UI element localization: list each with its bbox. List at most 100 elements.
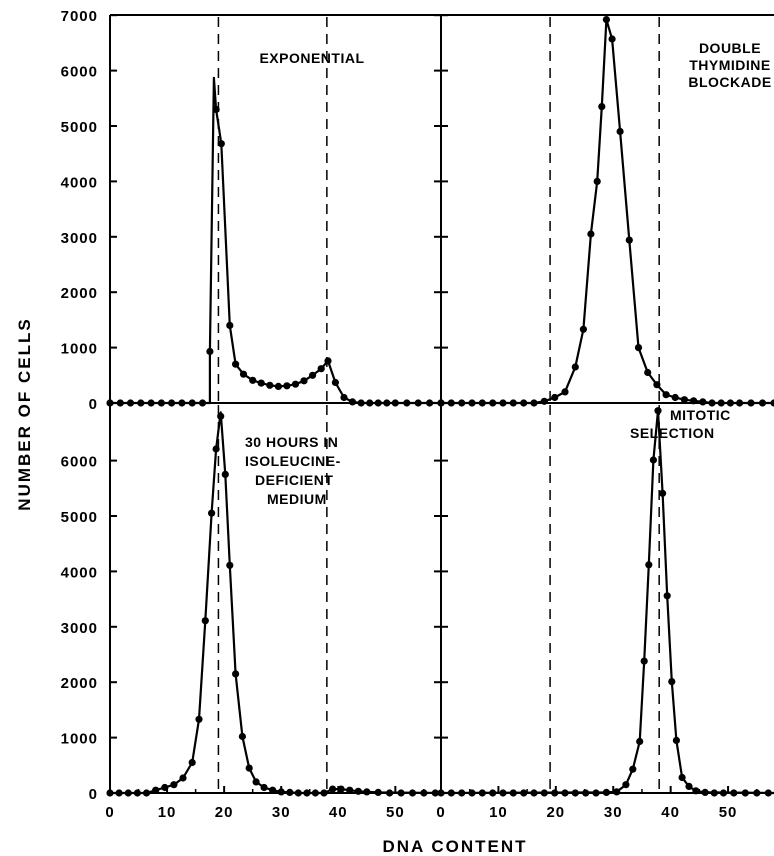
- x-tick-label: 20: [215, 804, 234, 821]
- panel-label-mitotic: MITOTIC SELECTION: [630, 407, 731, 441]
- data-point: [726, 399, 735, 407]
- data-point: [593, 177, 601, 185]
- data-point: [274, 382, 282, 390]
- x-tick-label: 20: [546, 804, 565, 821]
- data-point: [747, 399, 755, 407]
- data-point: [124, 789, 132, 797]
- series-curve: [110, 76, 441, 405]
- y-tick-label: 4000: [61, 174, 98, 191]
- data-point: [685, 782, 693, 791]
- data-point: [226, 321, 234, 329]
- data-point: [649, 456, 658, 464]
- data-point: [212, 105, 220, 113]
- data-point: [770, 399, 774, 407]
- data-point: [741, 789, 749, 797]
- data-point: [653, 381, 661, 389]
- data-point: [179, 774, 187, 782]
- data-point: [217, 140, 225, 148]
- x-tick-label: 10: [489, 804, 508, 821]
- y-axis-title: NUMBER OF CELLS: [15, 317, 34, 510]
- panel-label-double-thymidine: DOUBLE THYMIDINE BLOCKADE: [688, 40, 771, 90]
- data-point: [277, 788, 285, 796]
- series-curve: [110, 411, 442, 795]
- data-point: [672, 736, 681, 745]
- data-point: [431, 789, 439, 797]
- data-point: [602, 16, 611, 24]
- data-point: [478, 399, 486, 407]
- data-point: [489, 789, 497, 797]
- data-point: [509, 399, 517, 407]
- panel-mitotic: [437, 405, 774, 797]
- data-point: [320, 789, 328, 797]
- data-point: [170, 781, 178, 789]
- data-point: [168, 399, 176, 407]
- data-point: [668, 678, 676, 686]
- x-tick-label: 40: [329, 804, 348, 821]
- data-point: [587, 230, 595, 238]
- y-tick-label: 5000: [61, 509, 98, 526]
- panel-label-line: SELECTION: [630, 425, 715, 441]
- data-point: [232, 670, 240, 678]
- data-point: [561, 388, 569, 396]
- data-point: [249, 376, 257, 384]
- data-point: [147, 399, 155, 407]
- data-point: [161, 783, 169, 792]
- data-point: [420, 789, 428, 797]
- y-tick-label: 1000: [61, 341, 98, 358]
- data-point: [592, 789, 600, 797]
- y-tick-label: 0: [89, 396, 98, 413]
- data-point: [447, 789, 455, 797]
- data-point: [201, 617, 209, 625]
- data-point: [644, 368, 652, 377]
- data-point: [613, 788, 621, 796]
- data-point: [636, 737, 644, 746]
- y-tick-label: 2000: [61, 285, 98, 302]
- data-point: [152, 786, 160, 794]
- panel-label-line: MITOTIC: [670, 407, 731, 423]
- data-point: [137, 399, 145, 407]
- data-point: [478, 789, 486, 797]
- data-point: [195, 715, 203, 723]
- data-point: [283, 382, 291, 390]
- data-point: [719, 789, 728, 797]
- data-point: [317, 365, 325, 373]
- y-tick-label: 6000: [61, 64, 98, 81]
- x-tick-label: 50: [386, 804, 405, 821]
- data-point: [717, 399, 725, 407]
- data-point: [252, 778, 260, 786]
- y-tick-label: 1000: [61, 731, 98, 748]
- panel-exponential: [106, 17, 445, 407]
- data-point: [489, 399, 497, 407]
- data-point: [758, 399, 767, 407]
- data-point: [730, 789, 738, 797]
- data-point: [520, 789, 528, 797]
- data-point: [363, 788, 371, 796]
- panel-label-line: 30 HOURS IN: [245, 434, 338, 450]
- x-tick-label: 0: [436, 804, 445, 821]
- data-point: [266, 381, 274, 389]
- data-point: [680, 396, 689, 404]
- data-point: [269, 786, 277, 794]
- data-point: [708, 399, 716, 407]
- data-point: [622, 781, 630, 789]
- data-point: [671, 393, 679, 402]
- data-point: [458, 789, 466, 797]
- x-tick-label: 50: [719, 804, 738, 821]
- panel-double-thymidine: [437, 16, 774, 407]
- data-point: [178, 399, 186, 407]
- data-point: [530, 789, 538, 797]
- data-point: [447, 399, 455, 407]
- panel-labels: EXPONENTIAL DOUBLE THYMIDINE BLOCKADE 30 HOU…: [245, 40, 771, 507]
- y-tick-label: 0: [89, 786, 98, 803]
- data-point: [764, 789, 772, 797]
- data-point: [391, 399, 399, 407]
- data-point: [239, 370, 248, 378]
- data-point: [366, 399, 374, 407]
- panel-label-line: MEDIUM: [267, 491, 327, 507]
- data-point: [309, 371, 317, 379]
- data-point: [437, 399, 445, 407]
- data-point: [374, 788, 382, 797]
- data-point: [468, 789, 476, 797]
- data-point: [226, 561, 234, 569]
- y-tick-label: 2000: [61, 675, 98, 692]
